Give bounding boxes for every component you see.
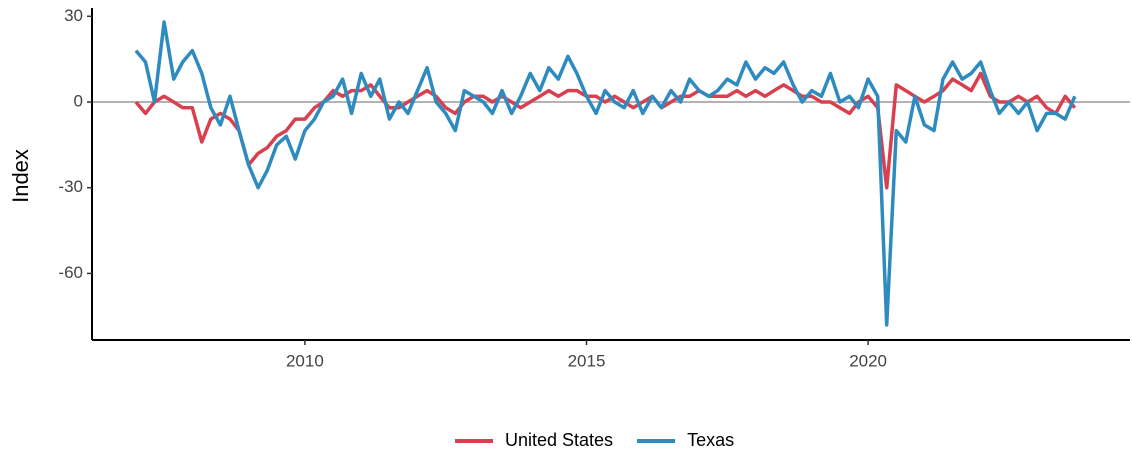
y-tick-label: 0 (74, 91, 83, 110)
series-line (134, 20, 1077, 327)
x-tick-label: 2015 (568, 351, 606, 370)
legend-label: United States (505, 430, 613, 450)
x-tick-label: 2020 (849, 351, 887, 370)
y-tick-label: -60 (58, 263, 83, 282)
y-axis-label: Index (8, 149, 33, 203)
series-line (134, 71, 1077, 190)
legend-label: Texas (687, 430, 734, 450)
y-tick-label: -30 (58, 177, 83, 196)
x-tick-label: 2010 (286, 351, 324, 370)
y-tick-label: 30 (64, 6, 83, 25)
